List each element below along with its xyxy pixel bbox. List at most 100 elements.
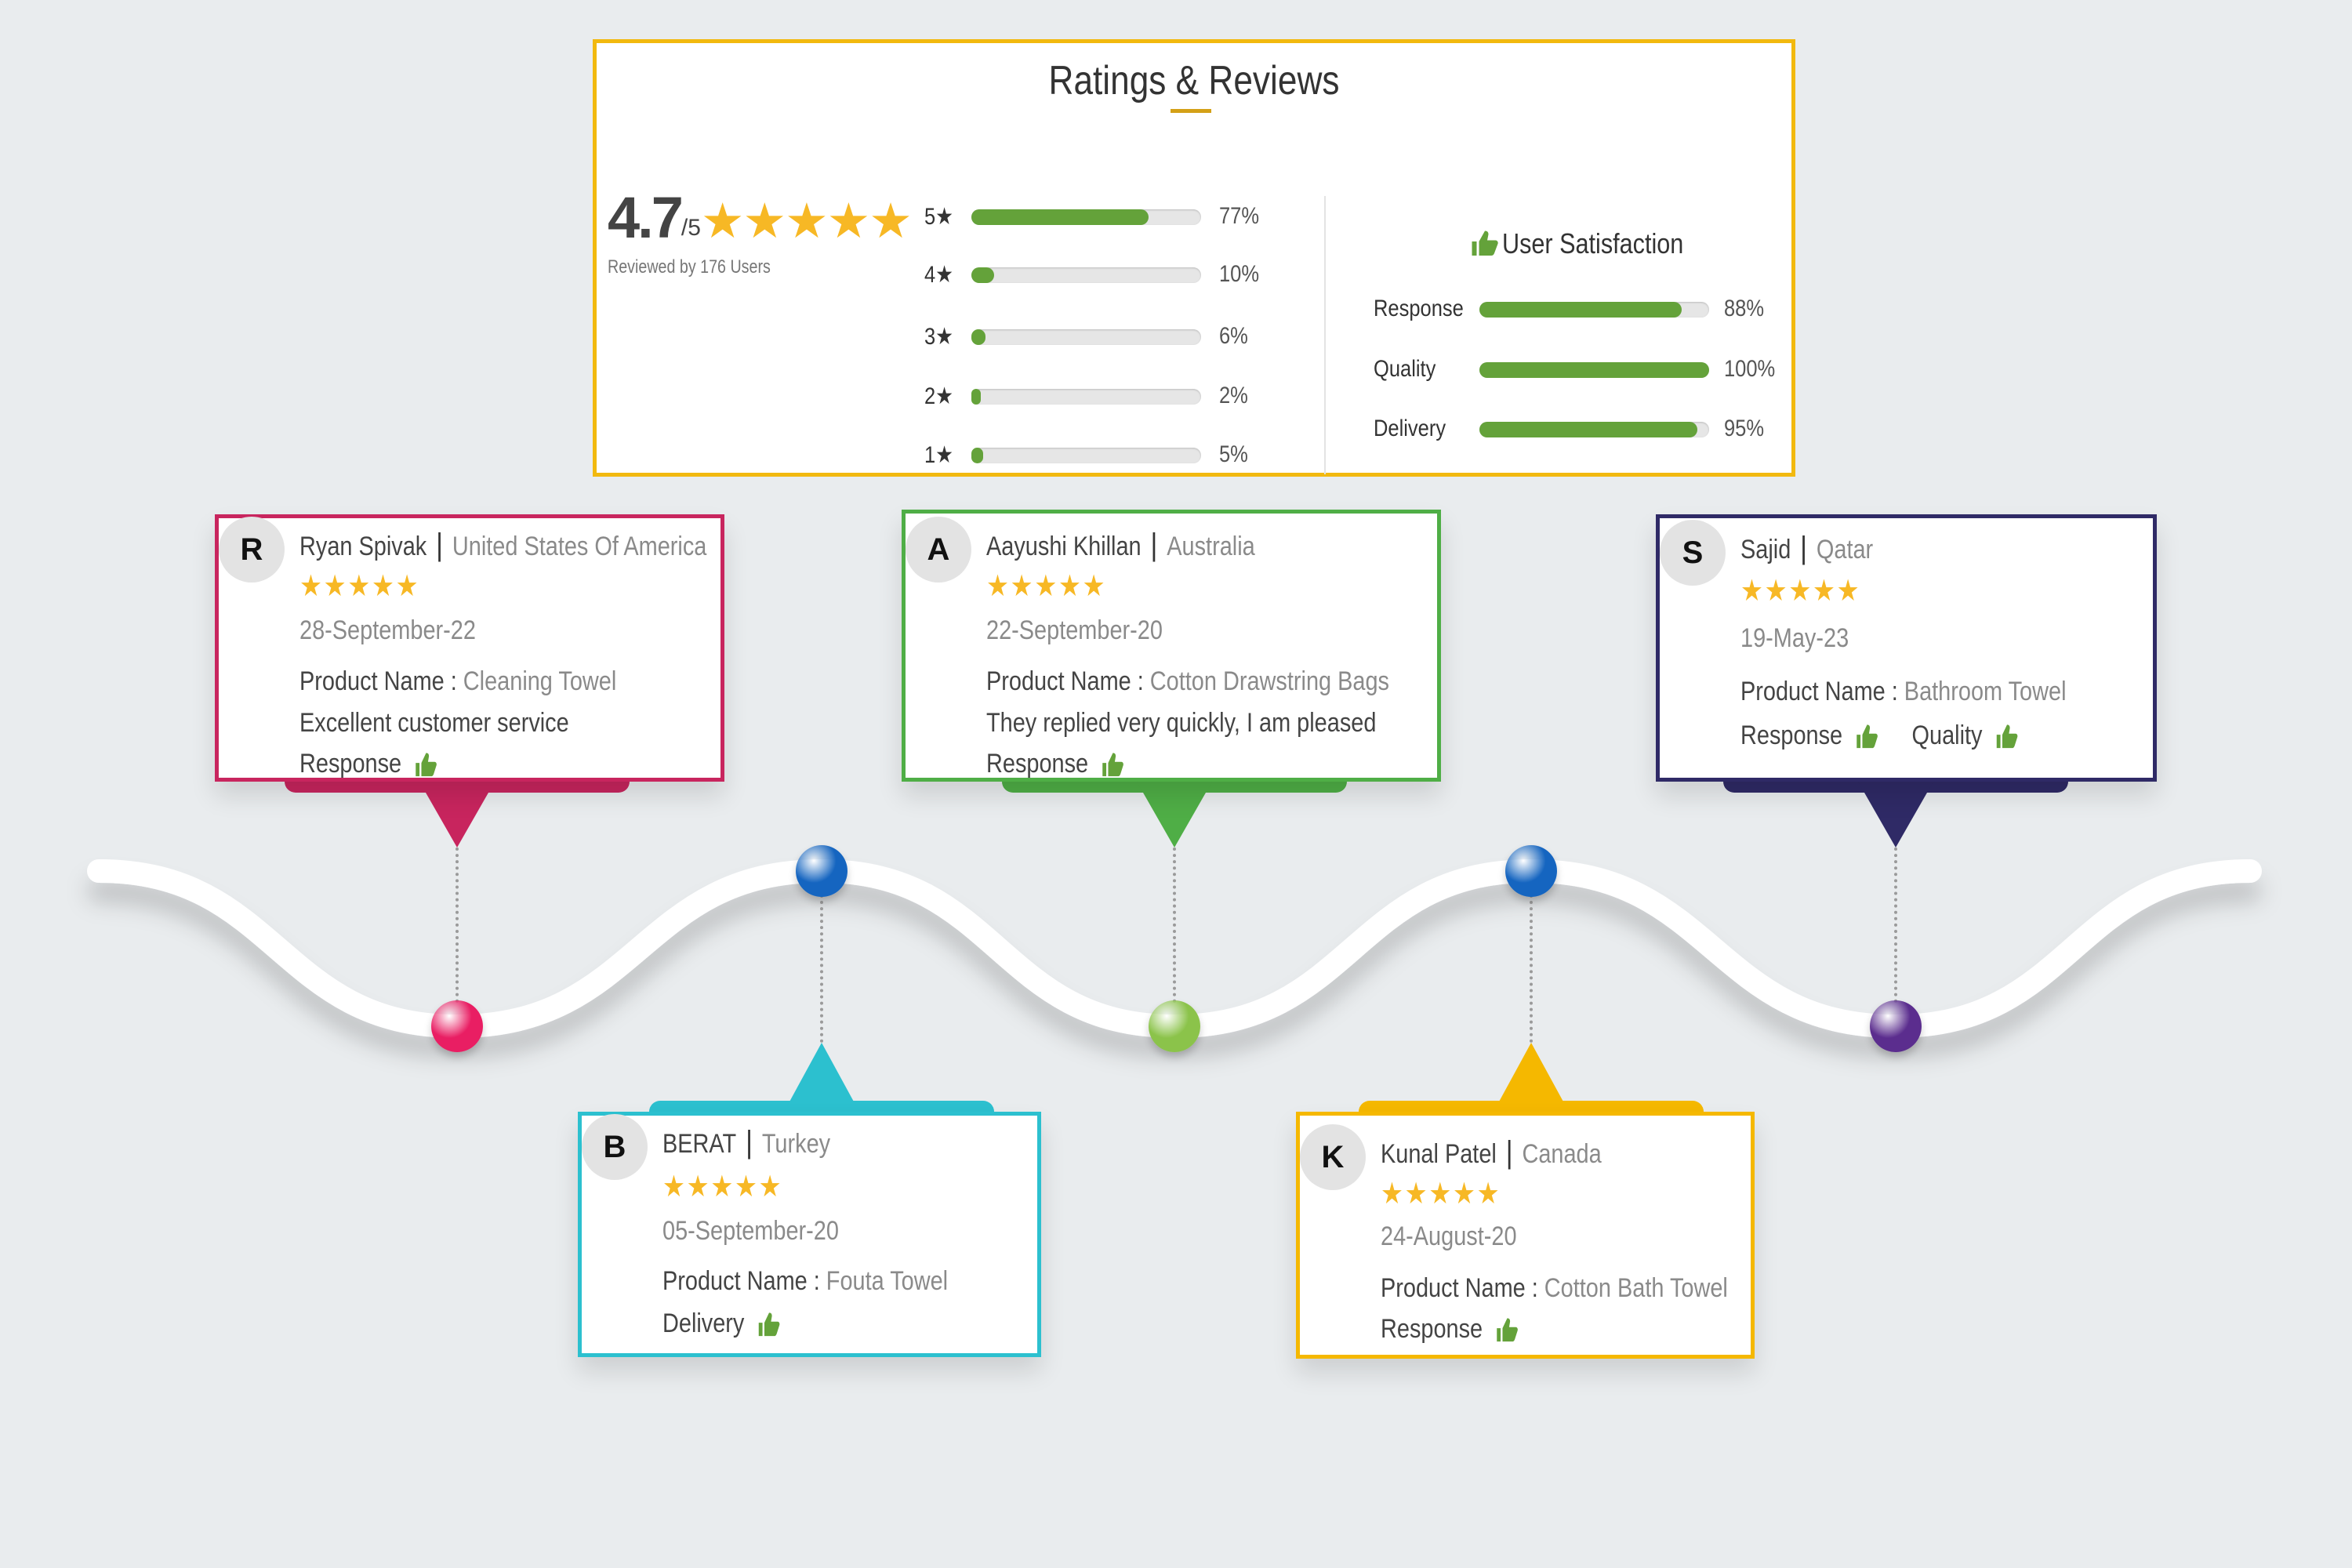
feedback-tag: Quality [1912,720,2019,750]
star-level-label: 5★ [924,204,954,230]
timeline-dot [1870,1000,1922,1052]
star-level-label: 4★ [924,262,954,288]
feedback-tag: Response [986,749,1124,779]
satisfaction-percent: 100% [1724,356,1776,382]
rating-percent: 6% [1219,323,1248,349]
feedback-tag-label: Response [986,749,1089,779]
feedback-tag: Delivery [662,1308,780,1338]
product-line: Product Name : Fouta Towel [662,1266,948,1297]
connector-line [1173,848,1176,1003]
product-label: Product Name : [299,666,463,696]
avatar: K [1300,1124,1366,1190]
feedback-tags: Response [986,749,1158,779]
avatar: B [582,1114,648,1180]
overall-stars: ★★★★★ [700,194,913,249]
separator: | [436,528,443,562]
satisfaction-bar [1479,422,1709,437]
thumbs-up-icon [758,1312,780,1337]
feedback-tag: Response [1381,1314,1519,1344]
rating-percent: 10% [1219,261,1260,287]
product-line: Product Name : Cotton Drawstring Bags [986,666,1389,697]
reviewer-name: BERAT [662,1129,737,1159]
satisfaction-bar-fill [1479,362,1709,378]
reviewer-line: Ryan Spivak | United States Of America [299,528,706,563]
pointer-triangle [1137,782,1212,848]
reviewer-name: Sajid [1740,535,1791,564]
satisfaction-percent: 95% [1724,416,1765,441]
thumbs-up-icon [1102,753,1123,777]
star-level-label: 1★ [924,442,954,468]
pointer-triangle [784,1043,859,1112]
product-name: Fouta Towel [826,1266,949,1296]
reviewer-line: Kunal Patel | Canada [1381,1135,1602,1171]
feedback-tag-label: Quality [1911,720,1983,750]
satisfaction-bar-fill [1479,422,1698,437]
product-label: Product Name : [1381,1273,1544,1303]
thumbs-up-icon [1472,230,1498,256]
star-level-label: 2★ [924,383,954,409]
satisfaction-bar [1479,302,1709,318]
product-name: Cotton Bath Towel [1544,1273,1728,1303]
rating-stars: ★★★★★ [299,570,420,603]
reviewer-country: Turkey [761,1129,831,1159]
rating-bar [971,209,1201,225]
thumbs-up-icon [416,753,437,777]
satisfaction-bar-fill [1479,302,1682,318]
review-card: K Kunal Patel | Canada ★★★★★ 24-August-20 Prod… [1296,1112,1755,1359]
rating-bar [971,267,1201,283]
feedback-tag-label: Response [1740,720,1843,750]
title-underline [1171,109,1211,113]
feedback-tags: Response [1381,1314,1552,1345]
reviewer-line: Aayushi Khillan | Australia [986,528,1255,563]
rating-stars: ★★★★★ [986,570,1107,603]
product-label: Product Name : [662,1266,826,1296]
feedback-tags: Response Quality [1740,720,2052,751]
timeline-dot [1149,1000,1200,1052]
separator: | [1800,531,1807,565]
pointer-triangle [1858,782,1933,848]
rating-bar-fill [971,329,985,345]
reviewer-country: Australia [1167,532,1255,561]
satisfaction-percent: 88% [1724,296,1765,321]
rating-percent: 2% [1219,383,1248,408]
rating-bar-fill [971,267,995,283]
avatar: S [1660,520,1726,586]
rating-bar-fill [971,448,983,463]
avatar: A [906,517,971,583]
separator: | [746,1125,753,1160]
separator: | [1505,1135,1513,1170]
review-date: 28-September-22 [299,615,476,645]
review-date: 05-September-20 [662,1216,839,1246]
satisfaction-header: User Satisfaction [1471,227,1715,260]
feedback-tag-label: Response [299,749,402,779]
thumbs-up-icon [1857,724,1878,749]
connector-line [1894,848,1897,1003]
satisfaction-title: User Satisfaction [1502,227,1684,260]
rating-stars: ★★★★★ [662,1171,783,1203]
review-card: B BERAT | Turkey ★★★★★ 05-September-20 Product… [578,1112,1041,1357]
thumbs-up-icon [1996,724,2018,749]
score-value: 4.7 [608,185,684,250]
product-line: Product Name : Cleaning Towel [299,666,616,697]
review-date: 19-May-23 [1740,623,1849,653]
product-label: Product Name : [986,666,1150,696]
score-out-of: /5 [681,215,701,241]
ratings-title: Ratings & Reviews [1048,58,1340,103]
review-card: S Sajid | Qatar ★★★★★ 19-May-23 Product Name :… [1656,514,2157,782]
reviewed-by: Reviewed by 176 Users [608,256,771,278]
rating-bar-fill [971,389,981,405]
reviewer-name: Aayushi Khillan [986,532,1142,561]
reviewer-country: Canada [1522,1139,1602,1169]
ratings-panel: Ratings & Reviews 4.7 /5 ★★★★★ Reviewed … [593,39,1795,477]
divider [1324,196,1326,474]
satisfaction-bar [1479,362,1709,378]
connector-line [820,895,823,1043]
thumbs-up-icon [1497,1318,1518,1342]
reviewer-country: United States Of America [452,532,707,561]
feedback-tag: Response [299,749,437,779]
reviewer-country: Qatar [1816,535,1874,564]
satisfaction-label: Delivery [1374,416,1446,441]
review-comment: Excellent customer service [299,708,569,738]
feedback-tags: Response [299,749,471,779]
product-line: Product Name : Cotton Bath Towel [1381,1273,1728,1304]
